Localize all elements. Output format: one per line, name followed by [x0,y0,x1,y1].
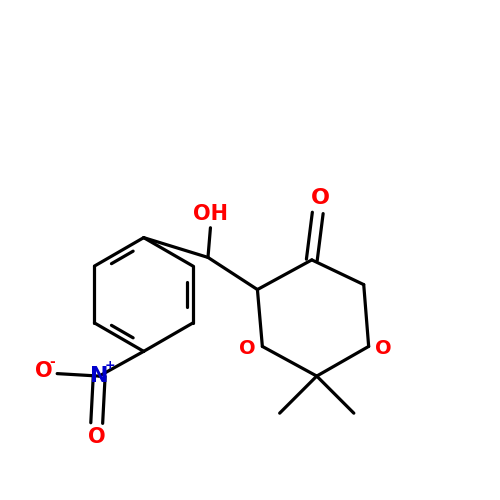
Text: O: O [34,361,52,381]
Text: O: O [88,427,106,447]
Text: O: O [239,340,256,358]
Text: N: N [90,366,108,386]
Text: O: O [375,340,392,358]
Text: +: + [105,358,116,372]
Text: O: O [310,188,330,208]
Text: -: - [50,355,55,369]
Text: OH: OH [193,204,228,225]
